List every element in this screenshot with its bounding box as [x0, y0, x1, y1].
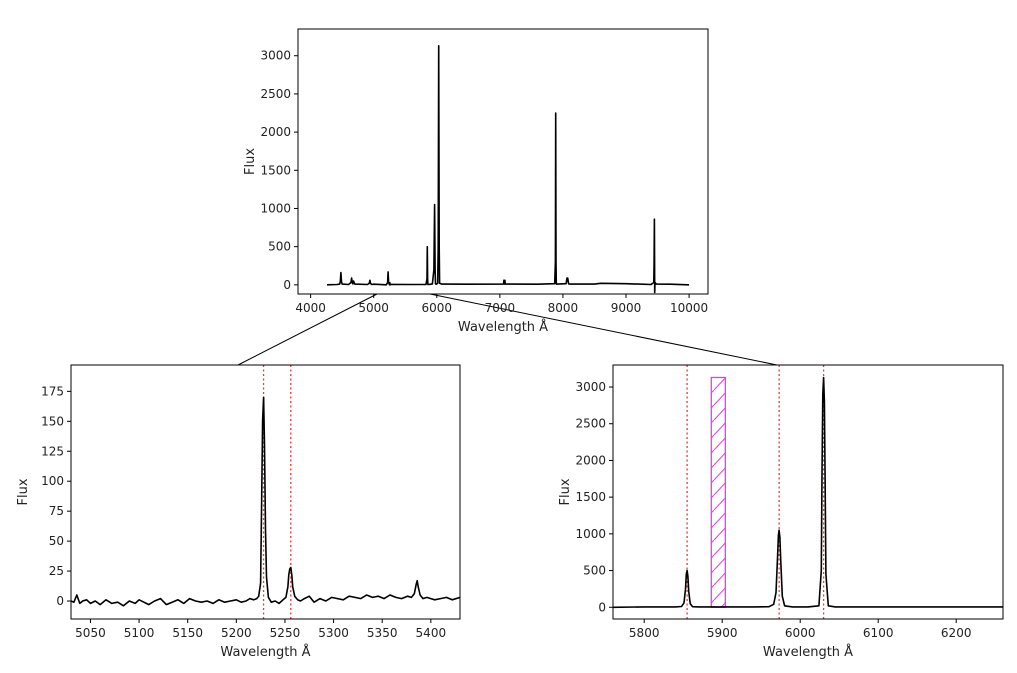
x-axis-label: Wavelength Å	[220, 644, 310, 660]
x-tick-label: 6000	[421, 301, 452, 315]
y-axis-label: Flux	[558, 478, 573, 505]
x-tick-label: 6100	[863, 626, 894, 640]
y-tick-label: 0	[56, 594, 64, 608]
x-tick-label: 4000	[295, 301, 326, 315]
y-tick-label: 500	[268, 240, 291, 254]
y-axis-label: Flux	[243, 148, 258, 175]
x-tick-label: 5000	[358, 301, 389, 315]
y-tick-label: 100	[41, 474, 64, 488]
zoom-connector-right	[429, 293, 778, 366]
y-tick-label: 2500	[575, 417, 606, 431]
x-axis-label: Wavelength Å	[763, 644, 853, 660]
x-tick-label: 5250	[270, 626, 301, 640]
x-tick-label: 9000	[611, 301, 642, 315]
y-tick-label: 150	[41, 414, 64, 428]
plot-frame	[70, 364, 461, 620]
y-tick-label: 1000	[575, 527, 606, 541]
plot-frame	[612, 364, 1004, 620]
y-axis-label: Flux	[16, 478, 31, 505]
chart-zoom-left: 5050 5100 5150 5200 5250 5300 5350 5400 0 25 50 75 1…	[16, 364, 461, 660]
spectrum-line	[326, 44, 690, 294]
y-tick-label: 1500	[575, 490, 606, 504]
x-tick-label: 5300	[318, 626, 349, 640]
y-tick-label: 500	[583, 564, 606, 578]
y-tick-label: 1000	[260, 201, 291, 215]
x-tick-label: 5400	[416, 626, 447, 640]
y-tick-label: 50	[49, 534, 64, 548]
spectrum-line	[71, 396, 460, 607]
y-tick-label: 2000	[260, 125, 291, 139]
x-tick-label: 5150	[172, 626, 203, 640]
spectrum-line	[613, 376, 1003, 609]
y-tick-label: 125	[41, 444, 64, 458]
y-tick-label: 3000	[575, 380, 606, 394]
y-tick-label: 75	[49, 504, 64, 518]
x-axis-label: Wavelength Å	[458, 319, 548, 335]
y-tick-label: 2000	[575, 453, 606, 467]
y-tick-label: 1500	[260, 163, 291, 177]
y-tick-label: 0	[598, 600, 606, 614]
y-tick-label: 2500	[260, 87, 291, 101]
x-tick-label: 5800	[629, 626, 660, 640]
x-tick-label: 10000	[670, 301, 708, 315]
y-tick-label: 0	[283, 278, 291, 292]
x-tick-label: 5350	[367, 626, 398, 640]
x-tick-label: 5050	[75, 626, 106, 640]
x-tick-label: 7000	[485, 301, 516, 315]
x-tick-label: 5900	[707, 626, 738, 640]
x-tick-label: 6000	[785, 626, 816, 640]
y-tick-label: 3000	[260, 49, 291, 63]
zoom-connector-left	[237, 293, 378, 366]
chart-zoom-right: 5800 5900 6000 6100 6200 0 500 1000 1500 2000 2500…	[558, 364, 1004, 660]
x-tick-label: 5200	[221, 626, 252, 640]
plot-frame	[297, 28, 709, 295]
x-tick-label: 6200	[941, 626, 972, 640]
chart-overview: 4000 5000 6000 7000 8000 9000 10000 0 500 1000 150…	[243, 28, 709, 335]
hatched-band	[710, 376, 726, 608]
y-tick-label: 175	[41, 384, 64, 398]
y-tick-label: 25	[49, 564, 64, 578]
x-tick-label: 5100	[124, 626, 155, 640]
x-tick-label: 8000	[548, 301, 579, 315]
